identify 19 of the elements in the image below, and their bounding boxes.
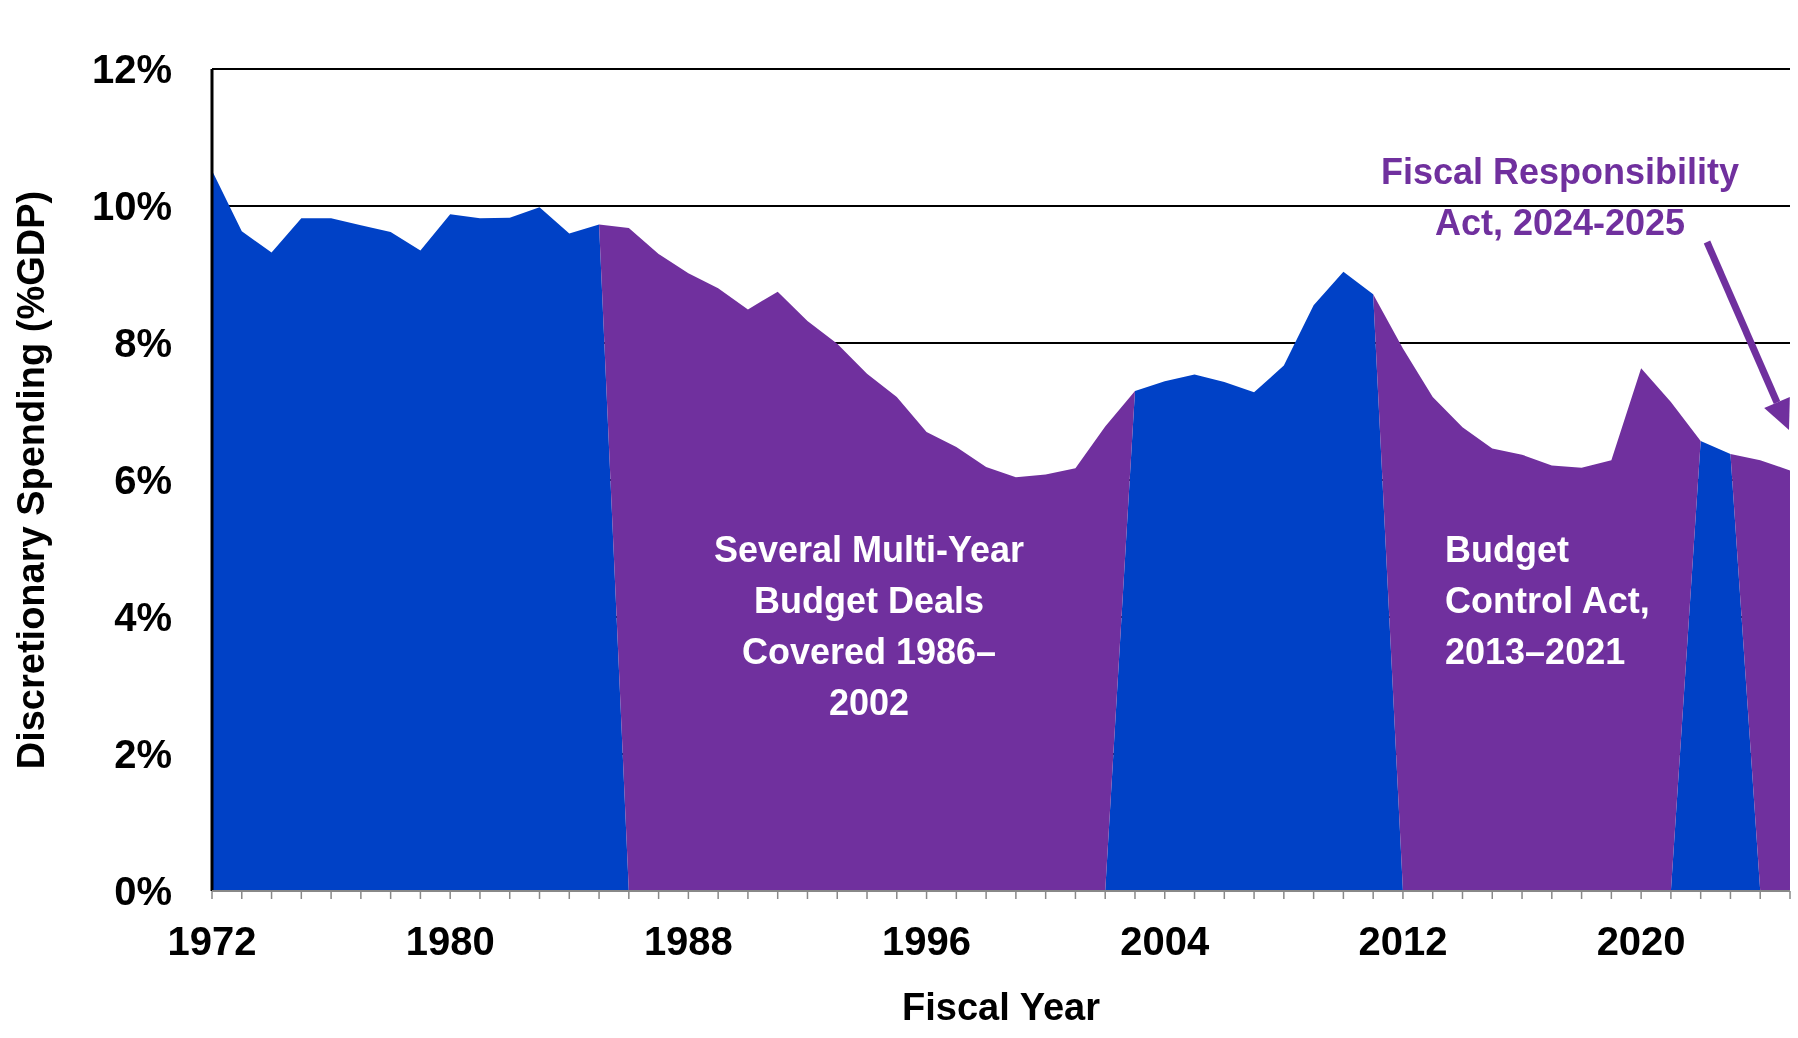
y-tick-label: 2%: [114, 732, 172, 776]
x-tick-label: 2020: [1596, 919, 1686, 963]
y-tick-label: 6%: [114, 458, 172, 502]
x-tick-label: 1972: [167, 919, 257, 963]
annotation: Budget Control Act, 2013–2021: [1445, 529, 1650, 672]
x-axis-title: Fiscal Year: [902, 986, 1101, 1028]
x-tick-label: 1996: [882, 919, 972, 963]
y-tick-label: 8%: [114, 321, 172, 365]
y-axis-title: Discretionary Spending (%GDP): [10, 190, 52, 770]
x-tick-label: 1988: [643, 919, 733, 963]
annotation: Fiscal Responsibility Act, 2024-2025: [1380, 151, 1740, 243]
y-tick-label: 10%: [91, 184, 172, 228]
y-tick-label: 4%: [114, 595, 172, 639]
x-tick-label: 2004: [1120, 919, 1210, 963]
y-tick-label: 0%: [114, 869, 172, 913]
x-tick-label: 2012: [1358, 919, 1448, 963]
annotation: Several Multi-Year Budget Deals Covered 1986– 2002: [713, 529, 1025, 723]
x-tick-label: 1980: [405, 919, 495, 963]
y-tick-label: 12%: [91, 47, 172, 91]
